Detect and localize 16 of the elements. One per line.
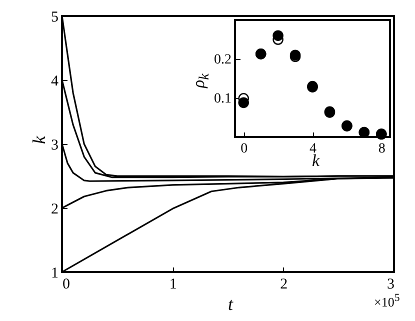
- y-tick-label: 5: [51, 10, 58, 26]
- x-tick-label: 3: [387, 276, 394, 292]
- y-tick-label: 0.1: [214, 92, 232, 106]
- y-tick-label: 0.2: [214, 52, 232, 68]
- y-axis-title: k: [29, 136, 49, 144]
- x-axis-title: t: [228, 294, 234, 314]
- x-tick-label: 1: [169, 276, 177, 292]
- text: ×10$^{5}$: [374, 292, 400, 310]
- y-tick-label: 2: [51, 202, 58, 218]
- x-axis-title: k: [312, 151, 320, 170]
- y-tick-label: 4: [51, 74, 59, 90]
- x-tick-label: 0: [240, 142, 248, 156]
- x-tick-label: 2: [280, 276, 288, 292]
- y-tick-label: 1: [51, 266, 58, 282]
- x-tick-label: 0: [62, 276, 70, 292]
- x-tick-label: 8: [378, 142, 386, 156]
